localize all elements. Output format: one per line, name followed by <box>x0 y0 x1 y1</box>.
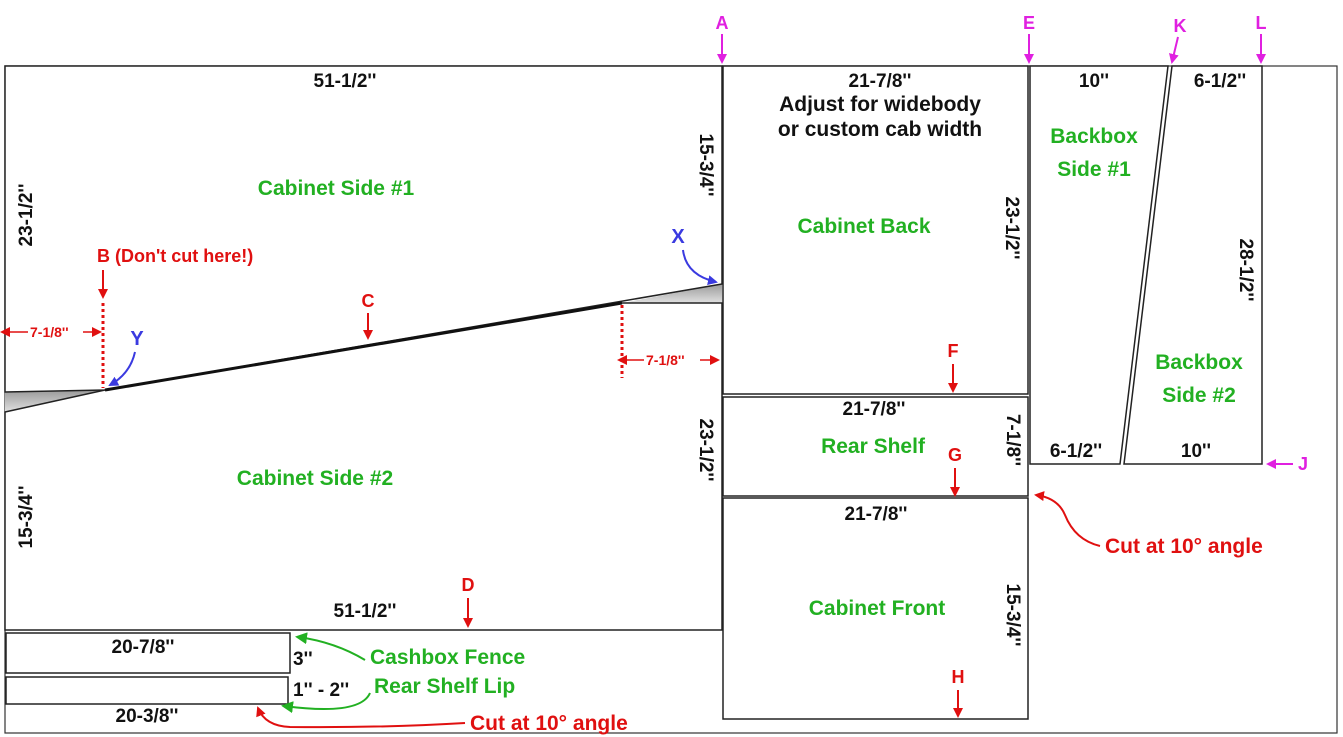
backbox2-right-dim: 28-1/2'' <box>1235 239 1256 302</box>
offset-right-dim: 7-1/8'' <box>646 352 685 368</box>
backbox2-label-line2: Side #2 <box>1162 384 1236 407</box>
shelf-top-dim: 21-7/8'' <box>843 399 906 420</box>
marker-d: D <box>462 575 475 595</box>
offset-left-dim: 7-1/8'' <box>30 324 69 340</box>
backbox2-label-line1: Backbox <box>1155 351 1243 374</box>
front-label: Cabinet Front <box>809 597 946 620</box>
lip-label: Rear Shelf Lip <box>374 675 515 698</box>
cut-note-bottom-arrow <box>256 706 466 729</box>
side1-top-dim: 51-1/2'' <box>314 71 377 92</box>
backbox2-bottom-dim: 10'' <box>1181 441 1211 462</box>
backbox-side-1 <box>1029 65 1169 465</box>
point-x: X <box>671 226 685 248</box>
marker-b: B (Don't cut here!) <box>97 246 253 266</box>
shelf-label: Rear Shelf <box>821 435 926 458</box>
rear-shelf <box>722 396 1029 497</box>
lip-bottom-dim: 20-3/8'' <box>116 706 179 727</box>
marker-g: G <box>948 445 962 465</box>
backbox1-label-line2: Side #1 <box>1057 158 1131 181</box>
point-y-arrow <box>108 351 136 386</box>
side1-label: Cabinet Side #1 <box>258 177 415 200</box>
lip-right-dim: 1'' - 2'' <box>293 680 349 701</box>
fence-right-dim: 3'' <box>293 649 313 670</box>
marker-a: A <box>716 13 729 33</box>
marker-c: C <box>362 291 375 311</box>
back-label: Cabinet Back <box>797 215 930 238</box>
cut-note-right-arrow <box>1034 491 1101 547</box>
front-top-dim: 21-7/8'' <box>845 504 908 525</box>
cabinet-front <box>722 497 1029 720</box>
point-y: Y <box>130 328 144 350</box>
marker-k-arrow <box>1169 36 1179 64</box>
front-right-dim: 15-3/4'' <box>1002 584 1023 647</box>
backbox2-top-dim: 6-1/2'' <box>1194 71 1246 92</box>
rear-shelf-lip <box>5 676 289 705</box>
backbox1-bottom-dim: 6-1/2'' <box>1050 441 1102 462</box>
cabinet-back <box>722 65 1029 395</box>
point-x-arrow <box>682 249 718 286</box>
marker-h: H <box>952 667 965 687</box>
back-note-line2: or custom cab width <box>778 118 982 141</box>
side2-right-dim: 23-1/2'' <box>695 419 716 482</box>
cut-note-right: Cut at 10° angle <box>1105 535 1263 558</box>
backbox-side-2 <box>1123 65 1263 465</box>
backbox1-label-line1: Backbox <box>1050 125 1138 148</box>
cut-note-bottom: Cut at 10° angle <box>470 712 628 735</box>
backbox1-top-dim: 10'' <box>1079 71 1109 92</box>
fence-label: Cashbox Fence <box>370 646 525 669</box>
fence-arrow <box>295 632 366 661</box>
side2-bottom-dim: 51-1/2'' <box>334 601 397 622</box>
marker-f: F <box>948 341 959 361</box>
diagonal-cut-line <box>104 301 623 392</box>
side2-left-dim: 15-3/4'' <box>16 486 37 549</box>
marker-e: E <box>1023 13 1035 33</box>
cashbox-fence <box>5 632 291 674</box>
fence-top-dim: 20-7/8'' <box>112 637 175 658</box>
back-right-dim: 23-1/2'' <box>1001 197 1022 260</box>
marker-k: K <box>1174 16 1187 36</box>
shelf-right-dim: 7-1/8'' <box>1002 414 1023 466</box>
side2-label: Cabinet Side #2 <box>237 467 393 490</box>
marker-l: L <box>1256 13 1267 33</box>
back-top-dim: 21-7/8'' <box>849 71 912 92</box>
marker-j: J <box>1298 454 1308 474</box>
lip-arrow <box>281 692 371 714</box>
side1-left-dim: 23-1/2'' <box>16 184 37 247</box>
back-note-line1: Adjust for widebody <box>779 93 981 116</box>
side1-right-dim: 15-3/4'' <box>695 134 716 197</box>
